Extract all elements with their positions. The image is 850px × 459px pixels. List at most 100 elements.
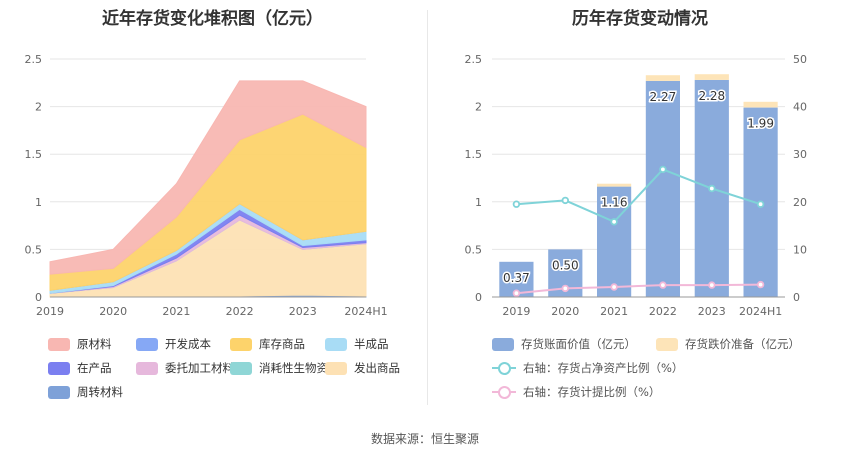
x-tick-label: 2020 xyxy=(551,305,579,318)
legend-item[interactable]: 开发成本 xyxy=(136,336,211,352)
legend-item[interactable]: 原材料 xyxy=(48,336,112,352)
bar-value-label: 0.37 xyxy=(503,271,530,285)
legend-label: 开发成本 xyxy=(165,337,211,351)
legend-label: 存货跌价准备（亿元） xyxy=(685,337,800,351)
legend-label: 周转材料 xyxy=(77,385,123,399)
legend-label: 右轴：存货占净资产比例（%） xyxy=(523,361,684,375)
line-point xyxy=(756,200,765,208)
line-point xyxy=(512,289,521,297)
y-tick-label: 0 xyxy=(35,291,42,304)
x-tick-label: 2019 xyxy=(502,305,530,318)
legend-swatch xyxy=(492,337,514,351)
bar-value-label: 2.28 xyxy=(698,89,725,103)
ratio-line xyxy=(516,168,761,224)
y2-tick-label: 50 xyxy=(793,53,807,66)
legend-label: 半成品 xyxy=(354,337,389,351)
impairment-bar xyxy=(645,75,680,81)
stacked-area-panel: 近年存货变化堆积图（亿元） 0 0.5 1 1.5 2 2.5 2019 2020 2021 20… xyxy=(0,0,425,410)
y-tick-label: 1.5 xyxy=(25,148,43,161)
line-point xyxy=(561,196,569,205)
x-tick-label: 2021 xyxy=(162,305,190,318)
line-point xyxy=(561,284,569,293)
bar-value-label: 1.16 xyxy=(601,196,628,210)
line-point xyxy=(610,283,618,291)
y-tick-label: 1 xyxy=(475,196,482,209)
y-tick-label: 0.5 xyxy=(25,243,43,256)
legend-label: 右轴：存货计提比例（%） xyxy=(523,385,661,399)
inventory-bar xyxy=(645,80,680,298)
bar-value-label: 0.50 xyxy=(552,258,579,272)
legend-swatch xyxy=(48,337,70,351)
right-legend: 存货账面价值（亿元） 存货跌价准备（亿元） 右轴：存货占净资产比例（%） 右轴：存货计… xyxy=(430,0,850,410)
bar-line-panel: 历年存货变动情况 0 0 0.5 10 1 20 1.5 30 2 40 2.5 50 0.37 0.50… xyxy=(430,0,850,410)
y-tick-label: 0 xyxy=(475,291,482,304)
legend-swatch xyxy=(230,361,252,375)
impairment-bar xyxy=(743,101,778,108)
legend-label: 发出商品 xyxy=(354,361,400,375)
bar-value-label: 2.27 xyxy=(650,90,677,104)
y2-tick-label: 0 xyxy=(793,291,800,304)
stacked-area-chart: 0 0.5 1 1.5 2 2.5 2019 2020 2021 2022 2023 2024H1 xyxy=(25,53,388,318)
legend-swatch xyxy=(492,385,516,399)
legend-swatch xyxy=(230,337,252,351)
legend-item[interactable]: 右轴：存货占净资产比例（%） xyxy=(492,360,683,376)
legend-label: 原材料 xyxy=(77,337,112,351)
legend-swatch xyxy=(48,361,70,375)
y2-tick-label: 30 xyxy=(793,148,807,161)
y2-tick-label: 40 xyxy=(793,101,807,114)
y-tick-label: 2.5 xyxy=(465,53,483,66)
legend-item[interactable]: 在产品 xyxy=(48,360,112,376)
legend-item[interactable]: 发出商品 xyxy=(325,360,400,376)
provision-line xyxy=(516,283,761,295)
legend-item[interactable]: 半成品 xyxy=(325,336,389,352)
legend-label: 存货账面价值（亿元） xyxy=(521,337,636,351)
legend-swatch xyxy=(325,337,347,351)
y2-tick-label: 10 xyxy=(793,243,807,256)
legend-swatch xyxy=(136,337,158,351)
legend-item[interactable]: 消耗性生物资产 xyxy=(230,360,340,376)
legend-label: 在产品 xyxy=(77,361,112,375)
x-tick-label: 2023 xyxy=(289,305,317,318)
legend-item[interactable]: 库存商品 xyxy=(230,336,305,352)
y2-tick-label: 20 xyxy=(793,196,807,209)
line-point xyxy=(610,218,618,226)
x-tick-label: 2019 xyxy=(36,305,64,318)
y-tick-label: 2.5 xyxy=(25,53,43,66)
line-point xyxy=(659,281,667,289)
inventory-bar xyxy=(597,186,632,297)
bar-value-label: 1.99 xyxy=(747,117,774,131)
line-point xyxy=(756,280,765,289)
x-tick-label: 2024H1 xyxy=(739,305,782,318)
left-legend: 原材料 开发成本 库存商品 半成品在产品 委托加工材料 消耗性生物资产 发出商品周转材料 xyxy=(0,0,425,410)
legend-label: 库存商品 xyxy=(259,337,305,351)
legend-swatch xyxy=(492,361,516,375)
legend-item[interactable]: 右轴：存货计提比例（%） xyxy=(492,384,660,400)
impairment-bar xyxy=(597,183,632,187)
y-tick-label: 2 xyxy=(35,101,42,114)
legend-item[interactable]: 存货跌价准备（亿元） xyxy=(656,336,800,352)
x-tick-label: 2021 xyxy=(600,305,628,318)
data-source: 数据来源：恒生聚源 xyxy=(370,432,479,446)
left-chart-title: 近年存货变化堆积图（亿元） xyxy=(102,9,323,29)
legend-swatch xyxy=(136,361,158,375)
bar-line-chart: 0 0 0.5 10 1 20 1.5 30 2 40 2.5 50 0.37 0.50 1.16 2.27 2… xyxy=(465,53,808,318)
line-point xyxy=(659,165,667,174)
y-tick-label: 1 xyxy=(35,196,42,209)
panel-divider xyxy=(427,10,428,405)
x-tick-label: 2023 xyxy=(698,305,726,318)
legend-swatch xyxy=(325,361,347,375)
y-tick-label: 2 xyxy=(475,101,482,114)
line-point xyxy=(708,281,716,289)
legend-item[interactable]: 存货账面价值（亿元） xyxy=(492,336,636,352)
legend-item[interactable]: 周转材料 xyxy=(48,384,123,400)
y-tick-label: 1.5 xyxy=(465,148,483,161)
legend-label: 委托加工材料 xyxy=(165,361,234,375)
line-point xyxy=(708,184,716,193)
x-tick-label: 2022 xyxy=(226,305,254,318)
line-point xyxy=(512,200,521,208)
legend-item[interactable]: 委托加工材料 xyxy=(136,360,234,376)
impairment-bar xyxy=(694,74,729,80)
y-tick-label: 0.5 xyxy=(465,243,483,256)
x-tick-label: 2022 xyxy=(649,305,677,318)
legend-label: 消耗性生物资产 xyxy=(259,361,340,375)
